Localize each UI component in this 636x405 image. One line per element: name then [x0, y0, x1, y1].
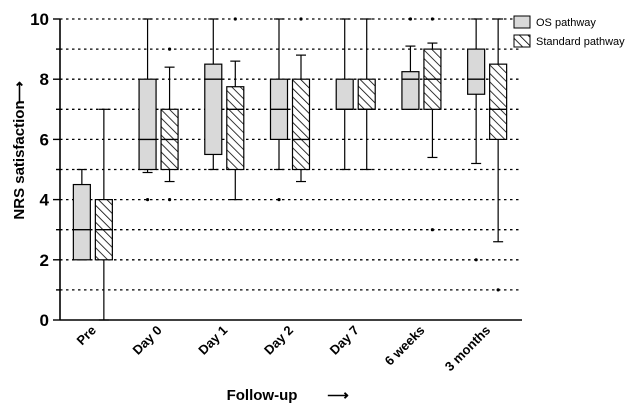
- x-axis-arrow: ⟶: [327, 387, 349, 404]
- y-tick-label: 8: [40, 70, 49, 89]
- box: [138, 78, 157, 171]
- box: [467, 48, 486, 95]
- outlier-point: [277, 198, 281, 202]
- x-axis-title: Follow-up: [227, 387, 298, 404]
- axes: [53, 18, 522, 321]
- outlier-point: [408, 17, 413, 21]
- box-group: [489, 18, 508, 292]
- gridlines: [60, 18, 522, 291]
- box: [291, 78, 311, 171]
- y-axis-arrow: ⟶: [11, 81, 28, 103]
- box-group: [423, 17, 442, 232]
- boxes: [72, 17, 508, 321]
- y-axis-title: NRS satisfaction: [11, 100, 28, 219]
- legend-label-standard: Standard pathway: [536, 36, 625, 48]
- y-tick-label: 0: [40, 311, 49, 330]
- x-tick-label: 6 weeks: [382, 323, 428, 369]
- box-group: [204, 18, 223, 171]
- x-tick-label: Day 7: [327, 323, 362, 358]
- box: [335, 78, 354, 110]
- y-tick-labels: 0 2 4 6 8 10: [30, 10, 49, 330]
- y-tick-label: 10: [30, 10, 49, 29]
- outlier-point: [496, 288, 500, 292]
- box-group: [269, 18, 289, 202]
- box-group: [72, 168, 91, 261]
- x-tick-label: Pre: [74, 323, 99, 348]
- x-tick-labels: Pre Day 0 Day 1 Day 2 Day 7 6 weeks 3 months: [74, 323, 494, 374]
- box: [72, 183, 91, 261]
- legend-label-os: OS pathway: [536, 17, 596, 29]
- box-group: [335, 18, 354, 171]
- box-group: [401, 17, 420, 110]
- y-tick-label: 2: [40, 251, 49, 270]
- box: [357, 78, 376, 110]
- box-group: [357, 18, 376, 171]
- legend-swatch-standard: [513, 34, 531, 48]
- x-tick-label: Day 2: [261, 323, 296, 358]
- outlier-point: [430, 228, 435, 232]
- outlier-point: [299, 17, 303, 21]
- box: [226, 86, 245, 171]
- legend-swatch-os: [513, 15, 531, 29]
- x-tick-label: Day 1: [195, 323, 230, 358]
- y-tick-label: 6: [40, 130, 49, 149]
- legend: OS pathway Standard pathway: [513, 15, 625, 48]
- y-tick-label: 4: [40, 191, 50, 210]
- box-group: [138, 18, 157, 202]
- outlier-point: [145, 198, 150, 202]
- box: [401, 71, 420, 110]
- outlier-point: [167, 198, 172, 202]
- box-group: [291, 17, 311, 183]
- box-group: [226, 17, 245, 201]
- outlier-point: [233, 17, 237, 21]
- x-tick-label: 3 months: [442, 323, 493, 374]
- box: [204, 63, 223, 156]
- box-group: [160, 47, 179, 202]
- outlier-point: [474, 258, 478, 262]
- box: [489, 63, 508, 141]
- outlier-point: [167, 47, 172, 51]
- outlier-point: [430, 17, 435, 21]
- x-tick-label: Day 0: [130, 323, 165, 358]
- box-group: [467, 18, 486, 262]
- box-group: [94, 108, 113, 321]
